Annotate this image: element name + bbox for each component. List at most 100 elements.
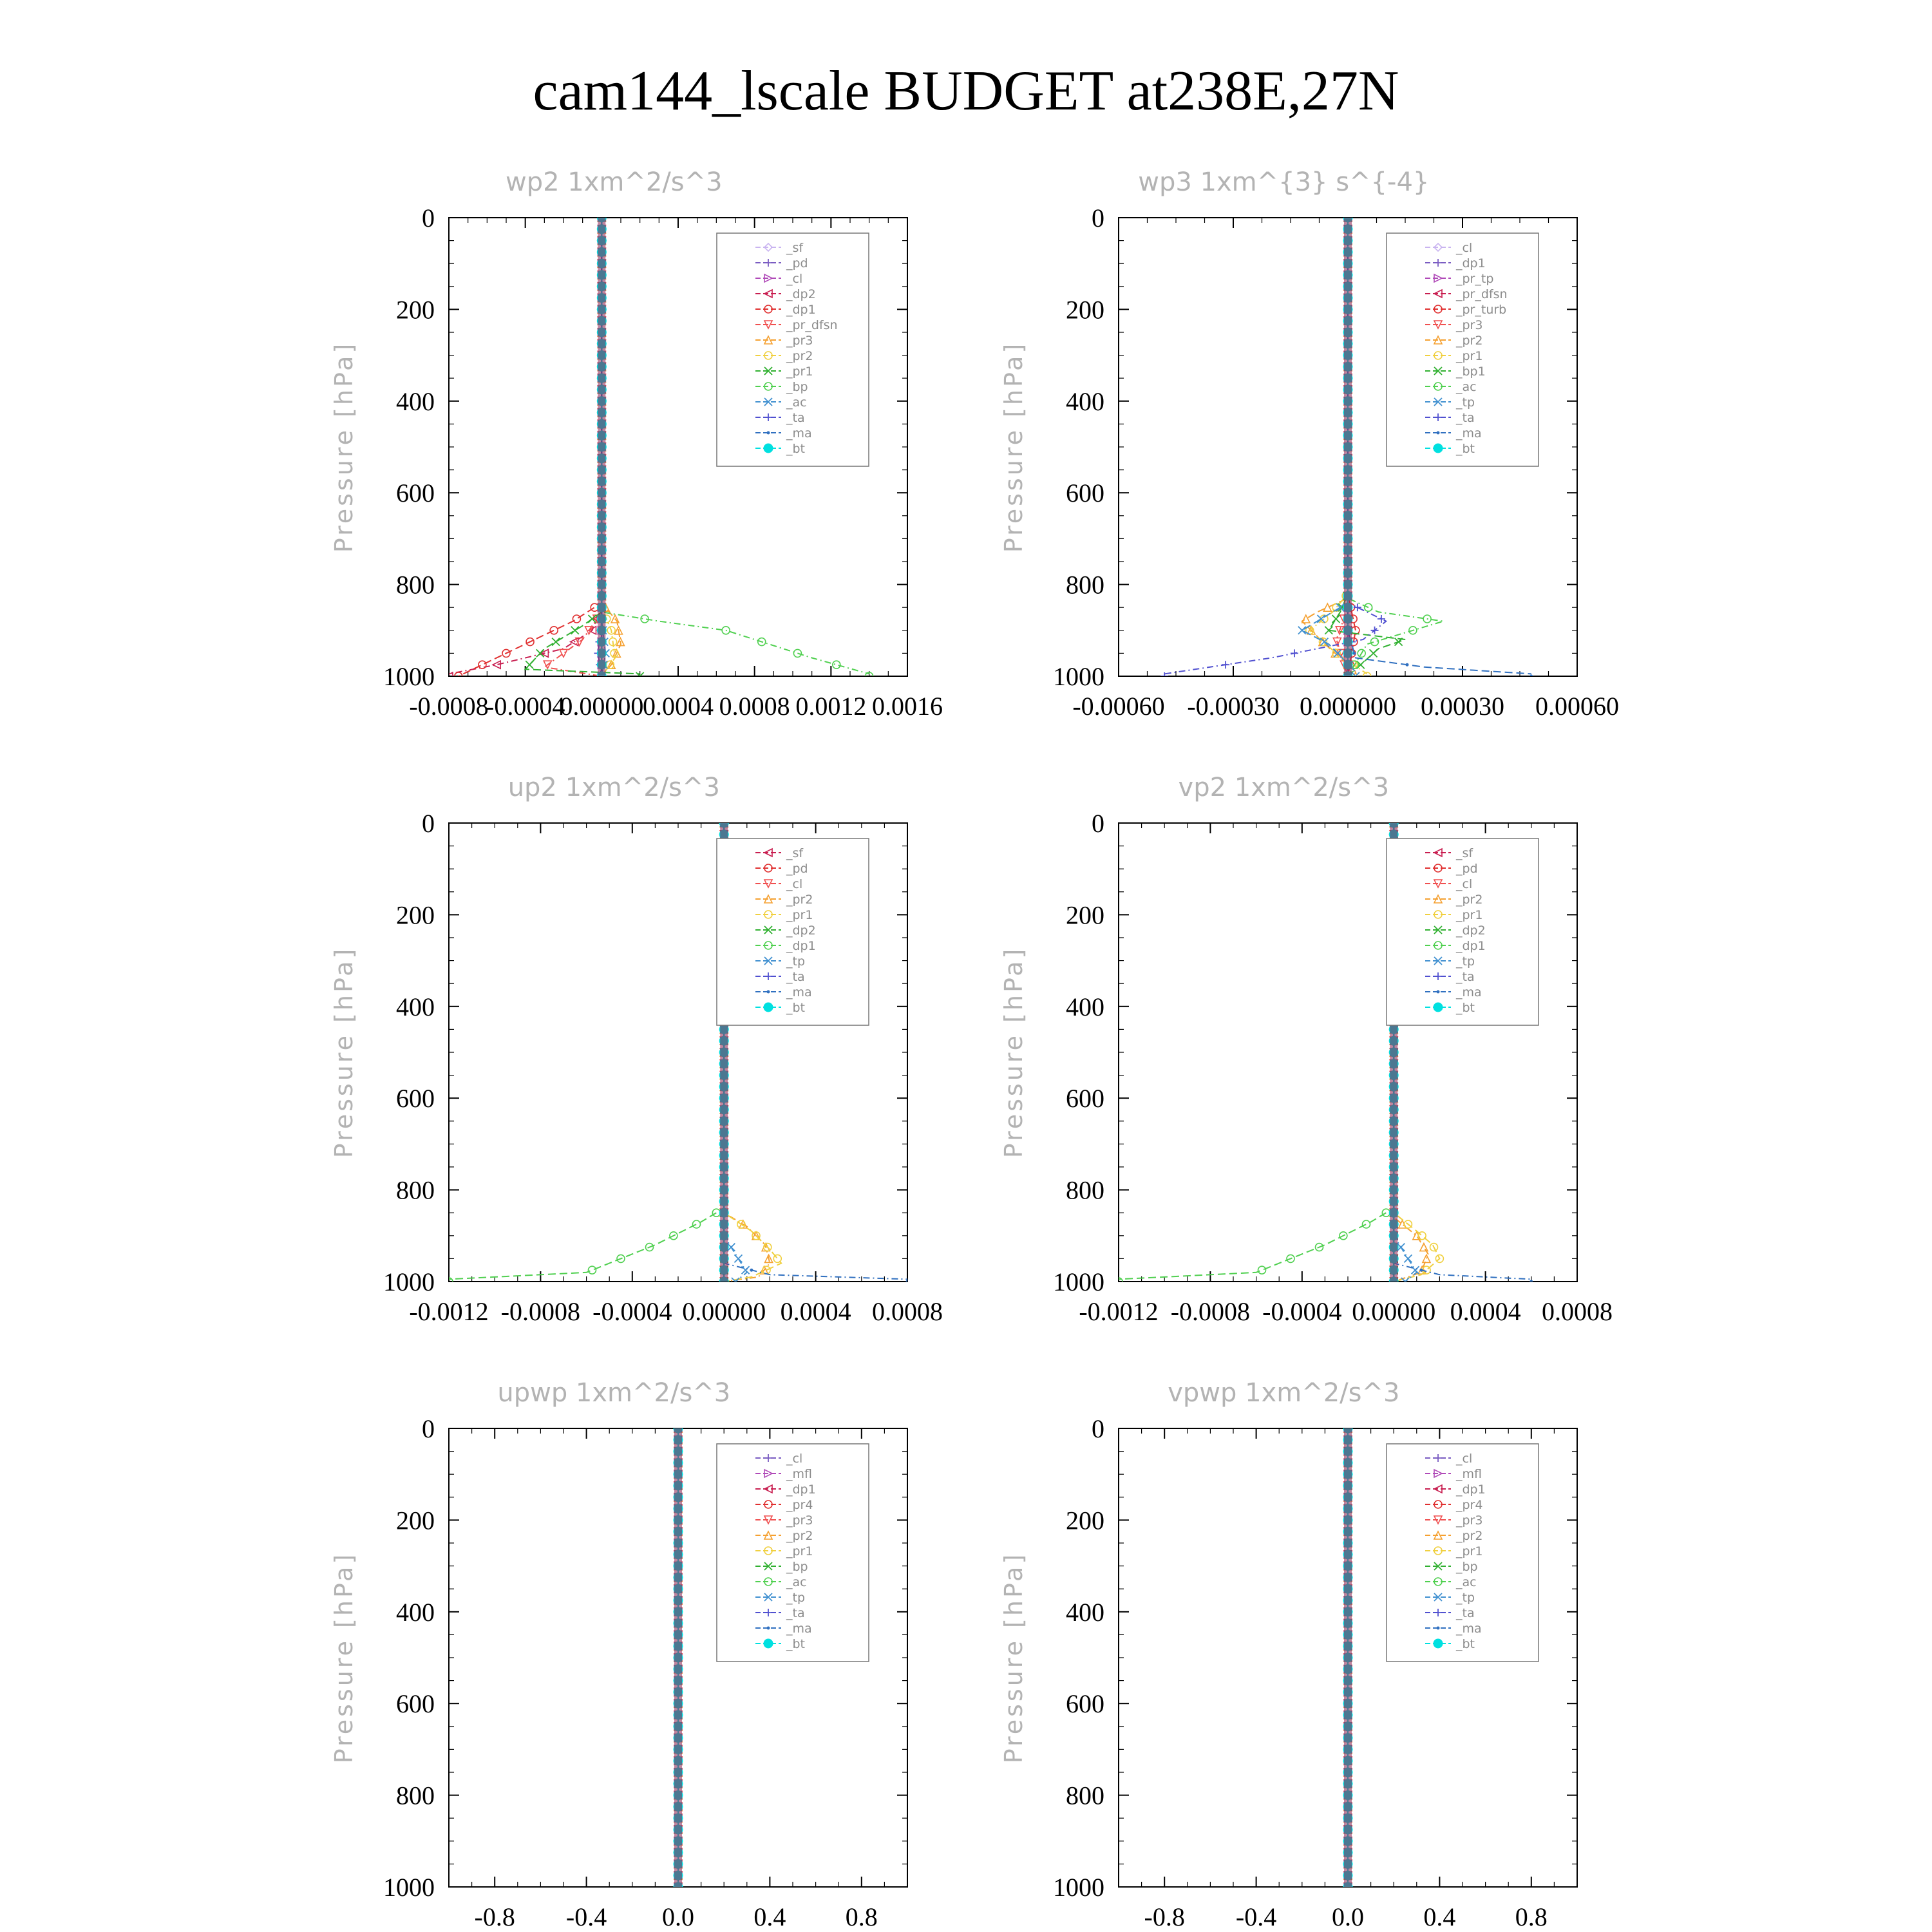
legend-label: _bt — [1455, 442, 1475, 456]
legend-label: _pr2 — [786, 349, 813, 363]
data-point — [1332, 637, 1342, 647]
data-point — [572, 614, 582, 623]
legend-label: _mfl — [786, 1467, 812, 1481]
series-line — [1164, 218, 1388, 675]
data-point — [864, 672, 874, 676]
data-point — [1333, 649, 1342, 658]
data-point — [750, 1268, 753, 1272]
data-point — [764, 1468, 773, 1479]
legend-label: _cl — [1455, 241, 1472, 255]
data-point — [610, 614, 620, 623]
data-point — [764, 972, 772, 980]
data-point — [763, 1242, 772, 1252]
legend-label: _tp — [1455, 1591, 1475, 1605]
data-point — [1377, 615, 1385, 623]
x-tick-label: -0.0008 — [501, 1297, 580, 1326]
data-point — [763, 1002, 773, 1012]
data-point — [763, 1530, 773, 1540]
data-point — [1401, 1277, 1410, 1282]
series-line — [458, 218, 603, 676]
data-point — [1316, 614, 1326, 623]
data-point — [764, 910, 773, 919]
y-tick-label: 400 — [1066, 992, 1104, 1021]
chart-panel: vpwp 1xm^2/s^3 Pressure [hPa] 0 200 400 600 80… — [999, 1378, 1578, 1931]
data-point — [1433, 848, 1443, 858]
data-point — [763, 894, 773, 904]
y-tick-label: 600 — [1066, 1689, 1104, 1718]
data-point — [1160, 672, 1169, 676]
legend-label: _ma — [786, 1622, 812, 1636]
x-tick-label: 0.0008 — [872, 1297, 943, 1326]
figure-title: cam144_lscale BUDGET at238E,27N — [533, 60, 1399, 122]
x-tick-label: -0.8 — [1144, 1902, 1185, 1931]
series-group — [673, 1428, 683, 1887]
legend-label: _dp1 — [1455, 256, 1486, 270]
data-point — [569, 637, 579, 647]
data-point — [551, 637, 560, 647]
x-tick-label: -0.0008 — [1171, 1297, 1250, 1326]
data-point — [1301, 614, 1311, 623]
legend-box — [1386, 838, 1539, 1026]
legend-label: _cl — [1455, 877, 1472, 891]
legend-label: _pr_turb — [1455, 303, 1506, 317]
legend-label: _pr3 — [1455, 1513, 1482, 1528]
data-point — [764, 925, 773, 934]
legend-label: _bp1 — [1455, 365, 1486, 379]
data-point — [726, 1242, 735, 1252]
data-point — [764, 864, 773, 873]
data-point — [1370, 637, 1379, 647]
x-tick-label: 0.0004 — [1450, 1297, 1521, 1326]
y-tick-label: 800 — [1066, 571, 1104, 600]
series-line — [449, 218, 603, 675]
legend-label: _sf — [1455, 846, 1473, 860]
series-line — [1393, 823, 1531, 1280]
x-tick-label: 0.000000 — [1300, 692, 1396, 721]
data-point — [1320, 614, 1329, 623]
data-point — [1336, 649, 1346, 659]
data-point — [763, 443, 773, 453]
x-tick-label: -0.00060 — [1072, 692, 1164, 721]
x-tick-label: -0.0004 — [1262, 1297, 1341, 1326]
legend-label: _dp2 — [1455, 923, 1486, 938]
data-point — [1421, 1253, 1432, 1264]
data-point — [1419, 1268, 1423, 1272]
legend-label: _pr4 — [786, 1498, 813, 1512]
data-point — [478, 660, 487, 669]
chart-panel: wp2 1xm^2/s^3 Pressure [hPa] 0 200 400 600 800… — [330, 167, 943, 721]
legend-label: _ac — [786, 395, 807, 410]
data-point — [587, 1265, 597, 1274]
data-point — [1434, 972, 1442, 980]
data-point — [766, 431, 770, 435]
legend: _sf_pd _cl_dp2 _dp1_pr_dfsn _pr3_pr2 _pr1_bp… — [716, 232, 869, 467]
y-axis-label: Pressure [hPa] — [999, 1552, 1028, 1764]
data-point — [692, 1220, 701, 1229]
data-point — [1417, 1231, 1426, 1240]
y-tick-label: 600 — [1066, 478, 1104, 507]
data-point — [764, 956, 773, 965]
x-tick-label: 0.00000 — [1352, 1297, 1435, 1326]
data-point — [793, 649, 802, 658]
data-point — [1434, 925, 1443, 934]
x-tick-label: 0.0008 — [1542, 1297, 1613, 1326]
legend-label: _pr2 — [786, 893, 813, 907]
legend: _cl_mfl_dp1_pr4_pr3_pr2_pr1 _bp_ac _tp_ta _… — [1386, 1443, 1539, 1662]
data-point — [574, 637, 585, 647]
data-point — [763, 1638, 773, 1649]
legend-label: _bt — [1455, 1001, 1475, 1015]
y-tick-label: 0 — [1092, 809, 1104, 838]
legend-label: _bp — [786, 1560, 808, 1574]
legend: _sf _pd_cl _pr2_pr1_dp2_dp1_tp_ta_ma _bt — [1386, 838, 1539, 1026]
y-tick-label: 600 — [1066, 1084, 1104, 1113]
data-point — [1433, 1515, 1443, 1525]
x-tick-label: -0.4 — [566, 1902, 607, 1931]
legend-label: _dp1 — [786, 1482, 816, 1497]
legend-label: _sf — [786, 241, 804, 255]
legend-label: _bt — [786, 1001, 805, 1015]
x-tick-label: 0.0012 — [795, 692, 866, 721]
legend-label: _pr4 — [1455, 1498, 1482, 1512]
data-point — [1331, 614, 1341, 623]
data-point — [764, 1454, 772, 1462]
legend-label: _ma — [1455, 1622, 1482, 1636]
x-tick-label: 0.0 — [1332, 1902, 1364, 1931]
series-group — [449, 218, 874, 676]
